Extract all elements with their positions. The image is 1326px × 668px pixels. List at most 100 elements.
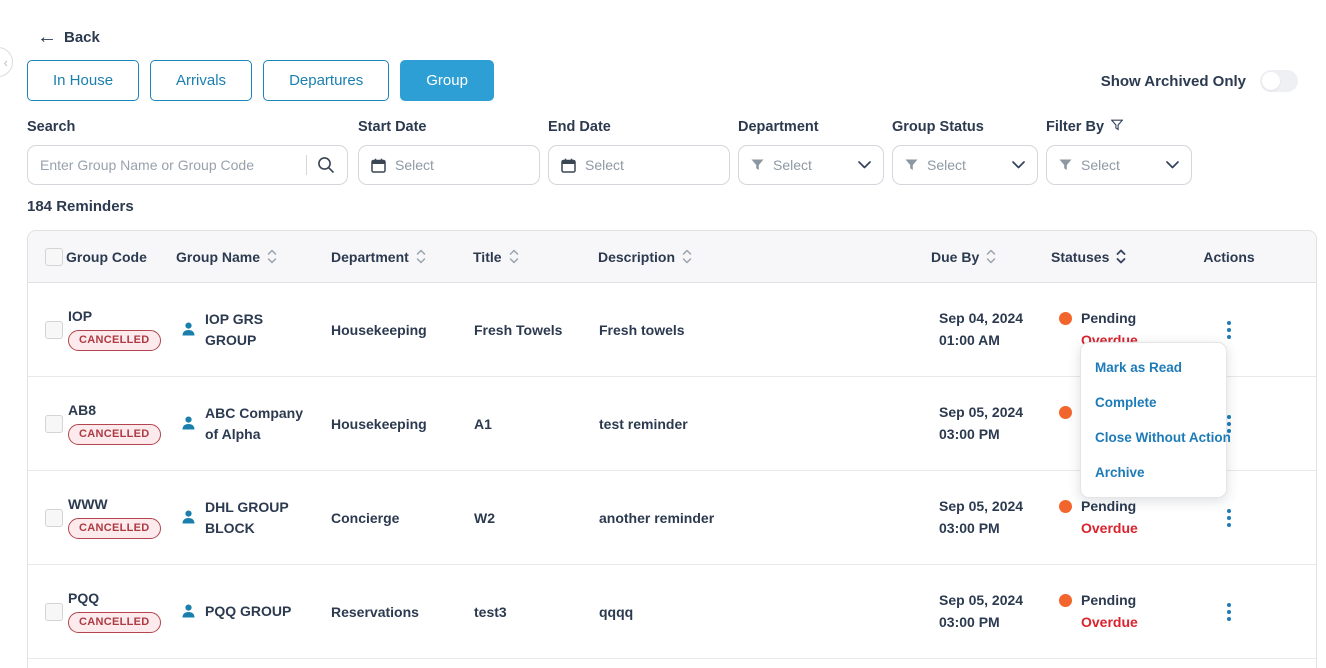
description-cell: qqqq bbox=[599, 603, 634, 620]
due-by-cell: Sep 05, 2024 03:00 PM bbox=[931, 496, 1051, 539]
group-status-select[interactable]: Select bbox=[892, 145, 1038, 185]
person-icon bbox=[180, 509, 197, 526]
column-label: Title bbox=[473, 248, 502, 265]
title-cell: W2 bbox=[474, 509, 495, 526]
start-date-label: Start Date bbox=[358, 119, 427, 135]
calendar-icon bbox=[371, 158, 386, 173]
column-header-title[interactable]: Title bbox=[473, 249, 598, 265]
person-icon bbox=[180, 321, 197, 338]
start-date-placeholder: Select bbox=[395, 157, 434, 173]
table-row: PQQ CANCELLED PQQ GROUP Reservations tes… bbox=[28, 565, 1316, 659]
row-checkbox[interactable] bbox=[45, 414, 63, 433]
department-cell: Concierge bbox=[331, 509, 400, 526]
row-checkbox[interactable] bbox=[45, 320, 63, 339]
group-code-cell: WWW CANCELLED bbox=[66, 496, 176, 539]
column-header-statuses[interactable]: Statuses bbox=[1051, 249, 1196, 265]
column-header-actions: Actions bbox=[1196, 249, 1262, 265]
reminders-count: 184 Reminders bbox=[27, 198, 134, 215]
column-label: Description bbox=[598, 248, 676, 265]
group-status-label: Group Status bbox=[892, 119, 984, 135]
search-label: Search bbox=[27, 119, 76, 135]
department-cell: Housekeeping bbox=[331, 415, 427, 432]
department-label: Department bbox=[738, 119, 819, 135]
row-actions-kebab-icon[interactable] bbox=[1219, 409, 1239, 439]
search-box bbox=[27, 145, 348, 185]
search-icon[interactable] bbox=[317, 156, 335, 174]
end-date-picker[interactable]: Select bbox=[548, 145, 730, 185]
calendar-icon bbox=[561, 158, 576, 173]
column-header-group-name[interactable]: Group Name bbox=[176, 249, 331, 265]
funnel-icon bbox=[905, 159, 918, 171]
table-body: IOP CANCELLED IOP GRS GROUP Housekeeping… bbox=[28, 283, 1316, 668]
menu-item-complete[interactable]: Complete bbox=[1095, 395, 1157, 410]
select-all-checkbox[interactable] bbox=[45, 247, 63, 266]
actions-cell bbox=[1196, 409, 1262, 439]
toggle-knob bbox=[1262, 72, 1280, 90]
due-by-cell: Sep 05, 2024 03:00 PM bbox=[931, 402, 1051, 445]
row-actions-kebab-icon[interactable] bbox=[1219, 315, 1239, 345]
show-archived-toggle[interactable] bbox=[1260, 70, 1298, 92]
row-checkbox-cell bbox=[28, 602, 66, 621]
row-checkbox[interactable] bbox=[45, 602, 63, 621]
sort-icon bbox=[682, 249, 692, 264]
department-placeholder: Select bbox=[773, 157, 812, 173]
start-date-picker[interactable]: Select bbox=[358, 145, 540, 185]
department-cell: Housekeeping bbox=[331, 321, 427, 338]
panel-collapse-handle[interactable]: ‹ bbox=[0, 47, 13, 77]
chevron-down-icon bbox=[858, 161, 871, 169]
table-header-row: Group Code Group Name Department Title De… bbox=[28, 231, 1316, 283]
search-filter: Search bbox=[27, 118, 348, 185]
group-name-cell: IOP GRS GROUP bbox=[176, 309, 331, 351]
title-cell: Fresh Towels bbox=[474, 321, 563, 338]
column-header-description[interactable]: Description bbox=[598, 249, 931, 265]
title-cell: A1 bbox=[474, 415, 492, 432]
chevron-down-icon bbox=[1166, 161, 1179, 169]
row-actions-kebab-icon[interactable] bbox=[1219, 597, 1239, 627]
column-label: Group Code bbox=[66, 248, 147, 265]
status-cell: Pending Overdue bbox=[1051, 496, 1196, 539]
sort-icon bbox=[1116, 249, 1126, 264]
department-filter: Department Select bbox=[738, 118, 884, 185]
funnel-icon bbox=[751, 159, 764, 171]
cancelled-badge: CANCELLED bbox=[68, 518, 161, 539]
table-row: WWW CANCELLED DHL GROUP BLOCK Concierge … bbox=[28, 471, 1316, 565]
column-label: Due By bbox=[931, 248, 980, 265]
row-actions-menu: Mark as Read Complete Close Without Action… bbox=[1080, 342, 1231, 498]
column-label: Statuses bbox=[1051, 248, 1110, 265]
filter-by-placeholder: Select bbox=[1081, 157, 1120, 173]
menu-item-mark-as-read[interactable]: Mark as Read bbox=[1095, 360, 1183, 375]
column-header-group-code: Group Code bbox=[66, 249, 176, 265]
menu-item-archive[interactable]: Archive bbox=[1095, 465, 1145, 480]
due-date: Sep 05, 2024 bbox=[939, 591, 1024, 608]
search-input[interactable] bbox=[40, 157, 300, 173]
tab-arrivals[interactable]: Arrivals bbox=[150, 60, 253, 101]
back-arrow-icon: ← bbox=[37, 26, 57, 48]
tab-group[interactable]: Group bbox=[400, 60, 494, 101]
tab-in-house[interactable]: In House bbox=[27, 60, 140, 101]
sort-icon bbox=[416, 249, 426, 264]
funnel-outline-icon bbox=[1110, 119, 1124, 135]
group-code: IOP bbox=[68, 308, 93, 324]
filter-by-select[interactable]: Select bbox=[1046, 145, 1192, 185]
group-code-cell: PQQ CANCELLED bbox=[66, 590, 176, 633]
table-row-partial bbox=[28, 659, 1316, 668]
chevron-left-icon: ‹ bbox=[3, 54, 8, 70]
row-checkbox[interactable] bbox=[45, 508, 63, 527]
due-time: 03:00 PM bbox=[939, 613, 1000, 630]
column-label: Group Name bbox=[176, 248, 261, 265]
due-date: Sep 04, 2024 bbox=[939, 309, 1024, 326]
tab-departures[interactable]: Departures bbox=[263, 60, 390, 101]
back-button[interactable]: ← Back bbox=[37, 27, 100, 47]
cancelled-badge: CANCELLED bbox=[68, 330, 161, 351]
filter-by-label: Filter By bbox=[1046, 119, 1105, 135]
column-header-due-by[interactable]: Due By bbox=[931, 249, 1051, 265]
row-actions-kebab-icon[interactable] bbox=[1219, 503, 1239, 533]
pending-status-dot bbox=[1059, 406, 1072, 420]
sort-icon bbox=[267, 249, 277, 264]
show-archived-control: Show Archived Only bbox=[1101, 70, 1298, 92]
menu-item-close-without-action[interactable]: Close Without Action bbox=[1095, 430, 1231, 445]
department-select[interactable]: Select bbox=[738, 145, 884, 185]
column-header-department[interactable]: Department bbox=[331, 249, 473, 265]
group-name: IOP GRS GROUP bbox=[205, 310, 264, 348]
